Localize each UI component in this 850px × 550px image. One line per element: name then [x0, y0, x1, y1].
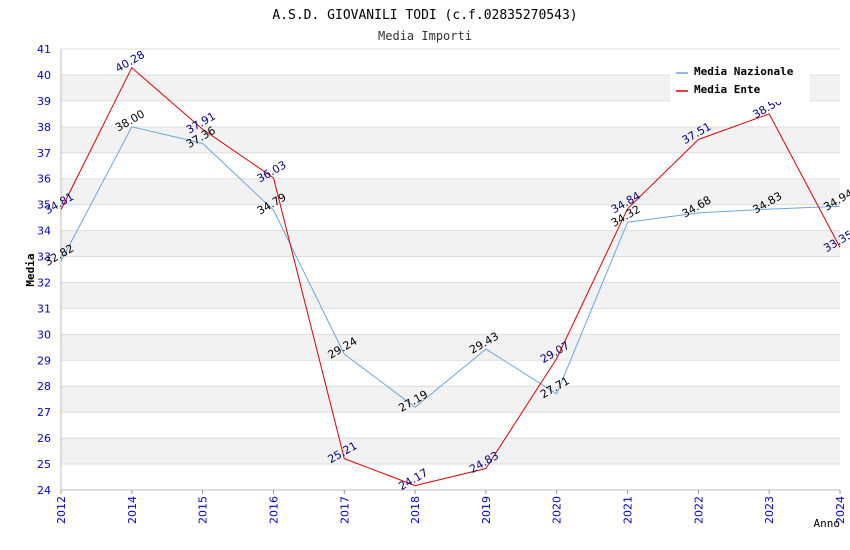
- y-tick-label: 38: [37, 121, 51, 134]
- y-tick-label: 24: [37, 484, 51, 497]
- x-tick-label: 2017: [338, 496, 351, 524]
- y-tick-label: 40: [37, 69, 51, 82]
- y-tick-label: 34: [37, 225, 51, 238]
- grid-band: [61, 438, 840, 465]
- y-tick-label: 31: [37, 302, 51, 315]
- series-line-nazionale: [60, 126, 841, 408]
- y-tick-label: 41: [37, 43, 51, 56]
- x-tick-label: 2012: [55, 496, 68, 524]
- y-tick-label: 26: [37, 432, 51, 445]
- x-axis-label: Anno: [814, 517, 841, 530]
- y-tick-label: 30: [37, 328, 51, 341]
- x-tick-label: 2023: [763, 496, 776, 524]
- y-tick-labels: 24 25 26 27 28 29 30 31 32 33 34 35 36 37 38 39 40 41: [37, 43, 51, 497]
- y-tick-label: 27: [37, 406, 51, 419]
- y-tick-label: 35: [37, 199, 51, 212]
- x-tick-label: 2022: [692, 496, 705, 524]
- x-tick-label: 2016: [267, 496, 280, 524]
- y-tick-label: 32: [37, 276, 51, 289]
- x-tick-label: 2019: [480, 496, 493, 524]
- grid-band: [61, 230, 840, 257]
- y-tick-label: 29: [37, 354, 51, 367]
- data-labels: 32.8238.0037.3634.7929.2427.1929.4327.71…: [42, 48, 850, 493]
- x-tick-label: 2015: [197, 496, 210, 524]
- y-axis-label: Media: [24, 253, 37, 286]
- data-label: 32.82: [42, 242, 76, 269]
- grid-band: [61, 282, 840, 309]
- grid-band: [61, 386, 840, 413]
- y-tick-label: 36: [37, 173, 51, 186]
- legend-label-nazionale: Media Nazionale: [694, 65, 794, 78]
- grid-band: [61, 334, 840, 361]
- legend: Media Nazionale Media Ente: [670, 60, 810, 102]
- grid-lines: [61, 48, 840, 491]
- x-tick-label: 2020: [551, 496, 564, 524]
- chart-title: A.S.D. GIOVANILI TODI (c.f.02835270543): [272, 8, 577, 23]
- y-tick-label: 25: [37, 458, 51, 471]
- y-tick-label: 37: [37, 147, 51, 160]
- grid-bands: [61, 74, 840, 465]
- grid-band: [61, 178, 840, 205]
- data-label: 34.81: [42, 190, 76, 217]
- axes: [60, 49, 841, 494]
- chart-subtitle: Media Importi: [378, 29, 472, 43]
- legend-label-ente: Media Ente: [694, 83, 761, 96]
- y-tick-label: 39: [37, 95, 51, 108]
- x-tick-label: 2024: [834, 496, 847, 524]
- legend-background: [670, 60, 810, 102]
- series-lines: [60, 67, 841, 487]
- data-label: 24.17: [396, 466, 430, 493]
- x-tick-label: 2018: [409, 496, 422, 524]
- x-tick-labels: 2012 2014 2015 2016 2017 2018 2019 2020 2021 2022…: [55, 496, 847, 524]
- y-tick-label: 28: [37, 380, 51, 393]
- grid-band: [61, 126, 840, 153]
- y-tick-label: 33: [37, 251, 51, 264]
- x-tick-label: 2014: [126, 496, 139, 524]
- series-line-ente: [60, 67, 841, 487]
- x-tick-label: 2021: [622, 496, 635, 524]
